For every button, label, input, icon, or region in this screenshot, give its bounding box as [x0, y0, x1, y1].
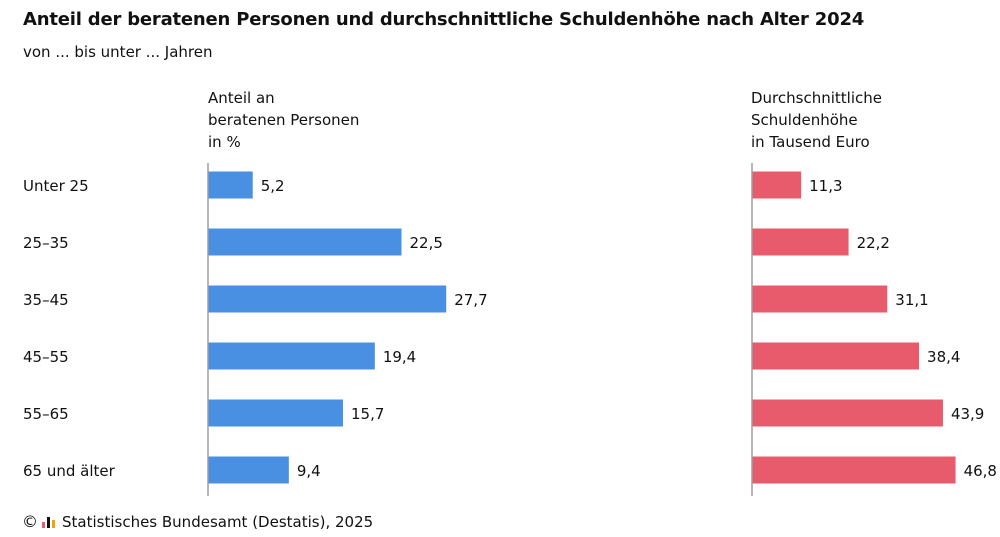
category-label: 45–55: [23, 348, 69, 366]
left-panel-header: Anteil an beratenen Personen in %: [208, 89, 359, 151]
left-bar: [208, 399, 344, 427]
right-bar: [752, 285, 888, 313]
right-bar: [752, 228, 849, 256]
left-value-label: 27,7: [454, 291, 487, 309]
left-header-line: Anteil an: [208, 89, 275, 107]
right-bar: [752, 171, 802, 199]
right-value-label: 22,2: [857, 234, 890, 252]
copyright-icon: ©: [22, 512, 38, 531]
chart-title: Anteil der beratenen Personen und durchs…: [23, 9, 865, 30]
left-panel-bars: 5,2 22,5 27,7 19,4 15,7 9,4: [208, 171, 488, 484]
left-bar: [208, 342, 375, 370]
right-bar: [752, 456, 956, 484]
category-label: Unter 25: [23, 177, 89, 195]
right-panel-bars: 11,3 22,2 31,1 38,4 43,9 46,8: [752, 171, 997, 484]
left-value-label: 22,5: [410, 234, 443, 252]
right-header-line: Durchschnittliche: [751, 89, 882, 107]
left-bar: [208, 285, 447, 313]
right-bar: [752, 342, 920, 370]
category-label: 35–45: [23, 291, 69, 309]
destatis-logo-icon: [42, 517, 55, 528]
right-value-label: 43,9: [951, 405, 984, 423]
category-label: 65 und älter: [23, 462, 116, 480]
category-label: 55–65: [23, 405, 69, 423]
right-value-label: 31,1: [895, 291, 928, 309]
left-value-label: 15,7: [351, 405, 384, 423]
left-bar: [208, 228, 402, 256]
left-header-line: beratenen Personen: [208, 111, 359, 129]
category-labels: Unter 25 25–35 35–45 45–55 55–65 65 und älter: [23, 177, 116, 480]
right-bar: [752, 399, 943, 427]
right-header-line: Schuldenhöhe: [751, 111, 858, 129]
right-value-label: 46,8: [964, 462, 997, 480]
category-label: 25–35: [23, 234, 69, 252]
chart-subtitle: von ... bis unter ... Jahren: [23, 43, 213, 61]
right-value-label: 38,4: [927, 348, 960, 366]
right-panel-header: Durchschnittliche Schuldenhöhe in Tausend …: [751, 89, 882, 151]
left-value-label: 9,4: [297, 462, 321, 480]
left-value-label: 19,4: [383, 348, 416, 366]
right-value-label: 11,3: [809, 177, 842, 195]
left-bar: [208, 171, 253, 199]
source-line: © Statistisches Bundesamt (Destatis), 20…: [22, 512, 373, 531]
source-text: Statistisches Bundesamt (Destatis), 2025: [62, 512, 374, 531]
right-header-line: in Tausend Euro: [751, 133, 870, 151]
left-header-line: in %: [208, 133, 241, 151]
left-value-label: 5,2: [261, 177, 285, 195]
left-bar: [208, 456, 289, 484]
